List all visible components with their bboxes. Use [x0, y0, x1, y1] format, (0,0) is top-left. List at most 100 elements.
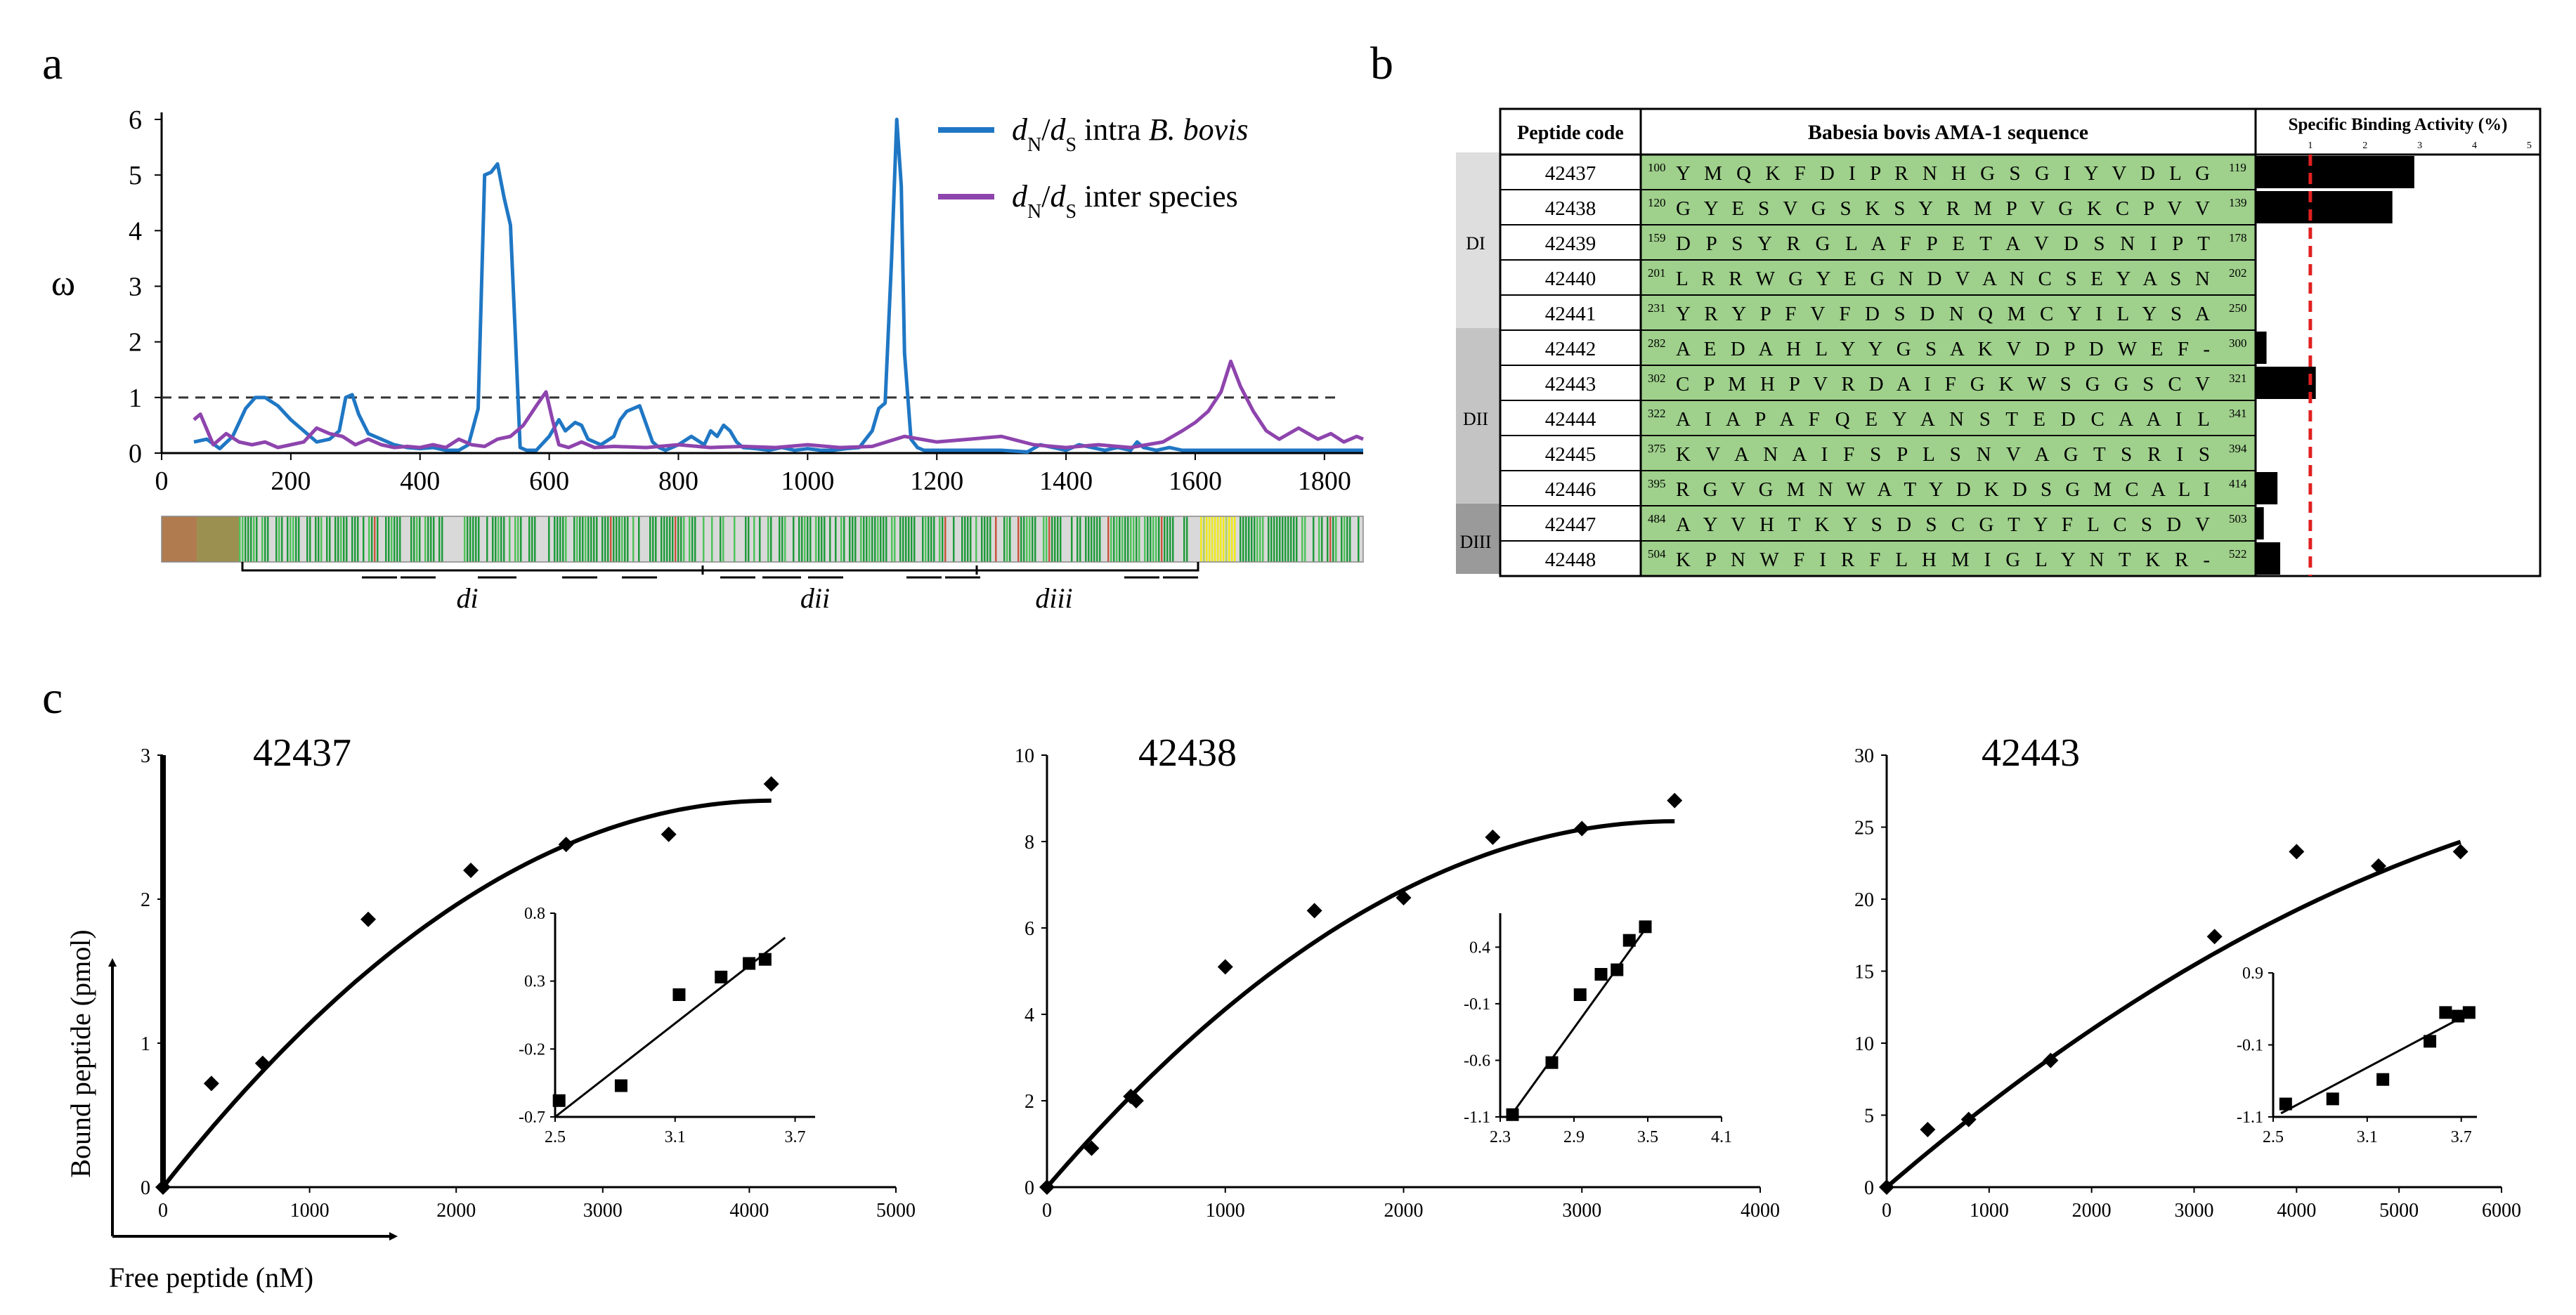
x-tick-label: 2000: [436, 1200, 476, 1222]
sequence-bar-segment: [306, 516, 308, 562]
data-point: [1084, 1140, 1100, 1156]
activity-bar: [2256, 507, 2264, 539]
activity-bar: [2256, 542, 2281, 575]
sequence-start: 375: [1648, 442, 1666, 455]
sequence-bar-segment: [261, 516, 264, 562]
sequence-bar-segment: [691, 516, 694, 562]
sequence-bar-segment: [346, 516, 348, 562]
sequence-bar-segment: [1034, 516, 1036, 562]
domain-label-dii: dii: [800, 582, 830, 614]
sequence-bar-segment: [672, 516, 674, 562]
sequence-bar-segment: [410, 516, 412, 562]
sequence-bar-segment: [1234, 516, 1236, 562]
sequence-bar-segment: [396, 516, 398, 562]
inset-data-point: [2376, 1073, 2390, 1086]
sequence-bar-segment: [413, 516, 415, 562]
sequence-bar-segment: [1329, 516, 1332, 562]
y-tick-label: 3: [141, 745, 150, 767]
x-tick-label: 0: [1042, 1200, 1052, 1222]
sequence-bar-segment: [1293, 516, 1295, 562]
sequence-bar-segment: [433, 516, 435, 562]
sequence-bar-segment: [928, 516, 930, 562]
sequence-bar-segment: [987, 516, 989, 562]
sequence-bar-segment: [1242, 516, 1244, 562]
sequence-end: 202: [2229, 266, 2247, 280]
x-tick-label: 4000: [2277, 1200, 2316, 1222]
sequence-bar-segment: [1284, 516, 1287, 562]
sequence-bar-segment: [1110, 516, 1112, 562]
data-point: [2043, 1052, 2059, 1068]
peptide-code-cell: 42442: [1545, 338, 1596, 360]
inset-data-point: [1573, 988, 1587, 1001]
scatchard-inset-0: 2.5 3.1 3.7 -0.7 -0.2 0.3 0.8: [519, 905, 815, 1146]
sequence-bar-segment: [874, 516, 876, 562]
sequence-bar-segment: [1282, 516, 1284, 562]
sequence-bar-segment: [942, 516, 944, 562]
sequence-bar-segment: [652, 516, 654, 562]
sequence-bar-segment: [748, 516, 750, 562]
sequence-bar-segment: [340, 516, 342, 562]
sequence-bar-segment: [843, 516, 845, 562]
sequence-bar-segment: [197, 516, 239, 562]
sequence-bar-segment: [1051, 516, 1053, 562]
sequence-bar-segment: [1206, 516, 1208, 562]
sequence-bar-segment: [1231, 516, 1233, 562]
domain-label-DI: DI: [1466, 233, 1485, 254]
sequence-bar-segment: [1152, 516, 1154, 562]
legend-part: N: [1027, 134, 1041, 156]
sequence-bar-segment: [970, 516, 972, 562]
sequence-bar-segment: [528, 516, 531, 562]
x-tick-label: 3000: [583, 1200, 623, 1222]
fit-curve: [161, 798, 772, 1189]
sequence-bar-segment: [1116, 516, 1118, 562]
sequence-bar-segment: [1088, 516, 1090, 562]
sequence-bar-segment: [1119, 516, 1121, 562]
sequence-end: 414: [2229, 477, 2247, 490]
fit-curve: [1045, 819, 1675, 1189]
sequence-bar-segment: [1032, 516, 1034, 562]
sequence-bar-segment: [694, 516, 696, 562]
sequence-bar-segment: [399, 516, 401, 562]
x-tick-label: 800: [658, 466, 698, 496]
activity-tick-label: 1: [2308, 140, 2312, 151]
sequence-bar-segment: [627, 516, 629, 562]
panel-b-table: DI DII DIII Peptide code Babesia bovis AMA-1…: [1456, 107, 2542, 577]
inset-data-point: [1545, 1056, 1559, 1069]
sequence-bar-segment: [1147, 516, 1149, 562]
inset-data-point: [1622, 934, 1636, 947]
sequence-bar-segment: [933, 516, 935, 562]
inset-fit-line: [1509, 922, 1651, 1118]
sequence-bar-segment: [500, 516, 502, 562]
sequence-bar-segment: [1225, 516, 1228, 562]
sequence-end: 522: [2229, 547, 2247, 561]
panel-a-axes: 0 200 400 600 800 1000 1200 1400 1600 1800 0 1 2 3 4 5 6: [129, 105, 1363, 496]
sequence-bar-segment: [1304, 516, 1306, 562]
sequence-bar-segment: [1290, 516, 1292, 562]
inset-data-point: [2279, 1097, 2292, 1111]
sequence-bar-segment: [1318, 516, 1320, 562]
sequence-bar-segment: [253, 516, 255, 562]
inset-data-point: [1611, 963, 1624, 976]
sequence-bar-segment: [467, 516, 469, 562]
data-point: [2371, 858, 2386, 874]
peptide-code-cell: 42441: [1545, 303, 1596, 325]
sequence-bar-segment: [995, 516, 997, 562]
x-tick-label: 1200: [910, 466, 963, 496]
inset-data-point: [2424, 1035, 2437, 1048]
sequence-bar-segment: [1349, 516, 1351, 562]
sequence-bar-segment: [275, 516, 278, 562]
sequence-bar-segment: [1262, 516, 1264, 562]
sequence-bar-segment: [559, 516, 561, 562]
sequence-bar-segment: [677, 516, 679, 562]
panel-a-sequence-bar: [161, 516, 1364, 563]
inset-data-point: [758, 953, 772, 966]
sequence-bar-segment: [438, 516, 441, 562]
inset-y-tick-label: -1.1: [1464, 1108, 1490, 1127]
sequence-bar-segment: [326, 516, 328, 562]
sequence-bar-segment: [1254, 516, 1256, 562]
sequence-bar-segment: [1099, 516, 1101, 562]
panel-c-x-label: Free peptide (nM): [109, 1262, 313, 1293]
sequence-bar-segment: [925, 516, 927, 562]
inset-y-tick-label: 0.4: [1469, 938, 1490, 957]
